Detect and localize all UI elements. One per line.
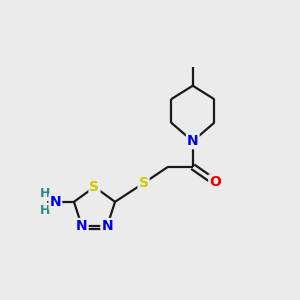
Text: N: N (101, 219, 113, 233)
Text: N: N (187, 134, 199, 148)
Text: S: S (139, 176, 148, 190)
Text: S: S (89, 180, 100, 194)
Text: H: H (40, 187, 50, 200)
Text: N: N (76, 219, 88, 233)
Text: O: O (209, 175, 221, 189)
Text: H: H (40, 204, 50, 217)
Text: N: N (50, 195, 61, 209)
